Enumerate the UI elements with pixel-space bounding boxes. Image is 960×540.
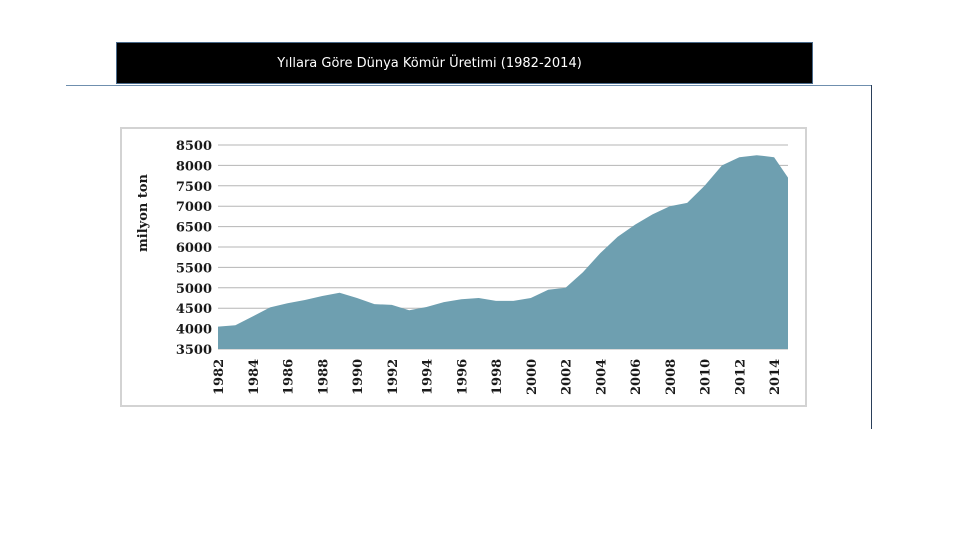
x-tick-label: 2000 (525, 359, 540, 395)
x-tick-label: 2004 (594, 359, 609, 395)
x-tick-labels: 1982 1984 1986 1988 1990 1992 1994 1996 1998 2000… (212, 359, 783, 395)
y-tick-labels: 3500 4000 4500 5000 5500 6000 6500 7000 7500 8000… (176, 139, 212, 358)
y-tick-label: 7500 (176, 180, 212, 195)
y-tick-label: 8500 (176, 139, 212, 154)
x-tick-label: 2014 (768, 359, 783, 395)
y-axis-label: milyon ton (136, 173, 151, 252)
x-tick-label: 1986 (282, 359, 297, 395)
x-tick-label: 2008 (664, 359, 679, 395)
x-tick-label: 2012 (733, 359, 748, 395)
x-tick-label: 1992 (386, 359, 401, 395)
page-title: Yıllara Göre Dünya Kömür Üretimi (1982-2… (277, 55, 582, 71)
title-bar: Yıllara Göre Dünya Kömür Üretimi (1982-2… (116, 42, 813, 84)
y-tick-label: 6000 (176, 241, 212, 256)
x-tick-label: 1994 (421, 359, 436, 395)
x-tick-label: 2006 (629, 359, 644, 395)
x-tick-label: 1990 (351, 359, 366, 395)
y-tick-label: 4500 (176, 302, 212, 317)
frame-top-line (66, 85, 872, 86)
x-tick-label: 2010 (699, 359, 714, 395)
x-tick-label: 1982 (212, 359, 227, 395)
y-tick-label: 4000 (176, 323, 212, 338)
coal-production-chart: 3500 4000 4500 5000 5500 6000 6500 7000 7500 8000… (136, 139, 788, 395)
x-tick-label: 1996 (455, 359, 470, 395)
y-tick-label: 5500 (176, 261, 212, 276)
y-tick-label: 7000 (176, 200, 212, 215)
y-tick-label: 8000 (176, 159, 212, 174)
area-fill (218, 155, 788, 349)
x-tick-label: 1984 (247, 359, 262, 395)
y-tick-label: 5000 (176, 282, 212, 297)
frame-right-line (871, 85, 872, 429)
x-tick-label: 1988 (316, 359, 331, 395)
x-tick-label: 1998 (490, 359, 505, 395)
y-tick-label: 3500 (176, 343, 212, 358)
x-tick-label: 2002 (560, 359, 575, 395)
area-series (218, 155, 788, 349)
y-tick-label: 6500 (176, 221, 212, 236)
